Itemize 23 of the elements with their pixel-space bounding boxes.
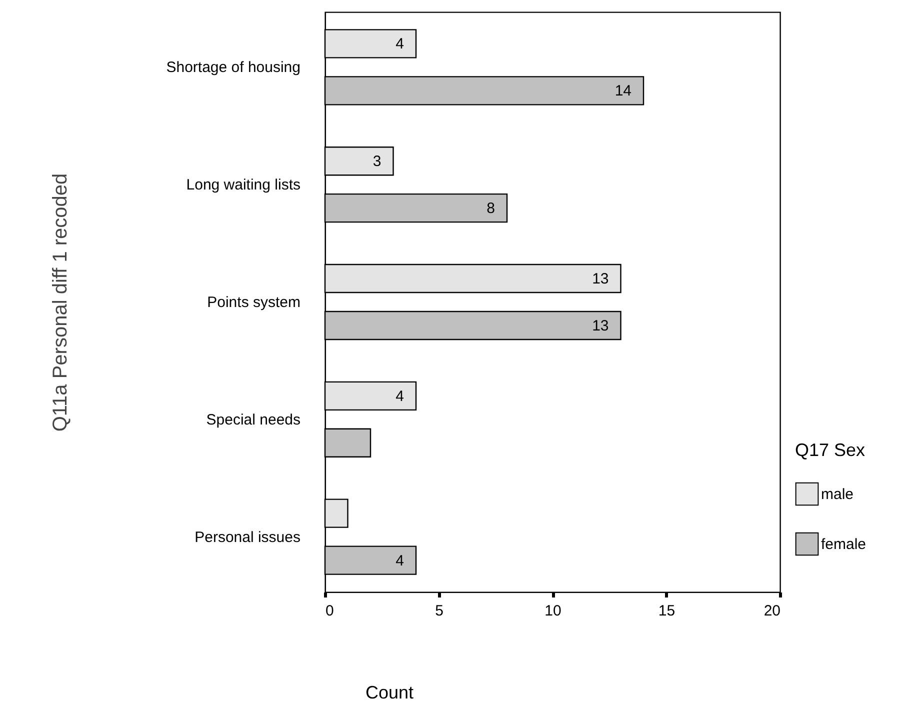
x-axis-title: Count — [366, 682, 414, 702]
data-label: 4 — [396, 552, 404, 570]
x-tick-label: 20 — [764, 602, 780, 620]
y-tick-label: Personal issues — [194, 528, 300, 546]
data-label: 4 — [396, 388, 404, 405]
data-label: 8 — [486, 200, 495, 218]
x-tick-label: 10 — [544, 602, 562, 620]
y-tick-label: Points system — [207, 294, 300, 311]
y-tick-label: Shortage of housing — [166, 59, 300, 76]
legend-label: female — [821, 536, 866, 553]
data-label: 14 — [614, 82, 632, 100]
x-tick-label: 5 — [435, 602, 444, 620]
data-label: 4 — [396, 36, 404, 53]
data-label: 13 — [592, 270, 609, 288]
legend-label: male — [821, 486, 854, 503]
x-tick-label: 15 — [658, 602, 676, 620]
x-tick-label: 0 — [326, 602, 334, 620]
legend-title: Q17 Sex — [795, 440, 866, 460]
y-tick-label: Special needs — [206, 411, 300, 428]
data-label: 13 — [592, 317, 609, 334]
y-tick-label: Long waiting lists — [186, 176, 300, 194]
data-label: 3 — [372, 153, 382, 170]
y-axis-title: Q11a Personal diff 1 recoded — [50, 173, 72, 432]
